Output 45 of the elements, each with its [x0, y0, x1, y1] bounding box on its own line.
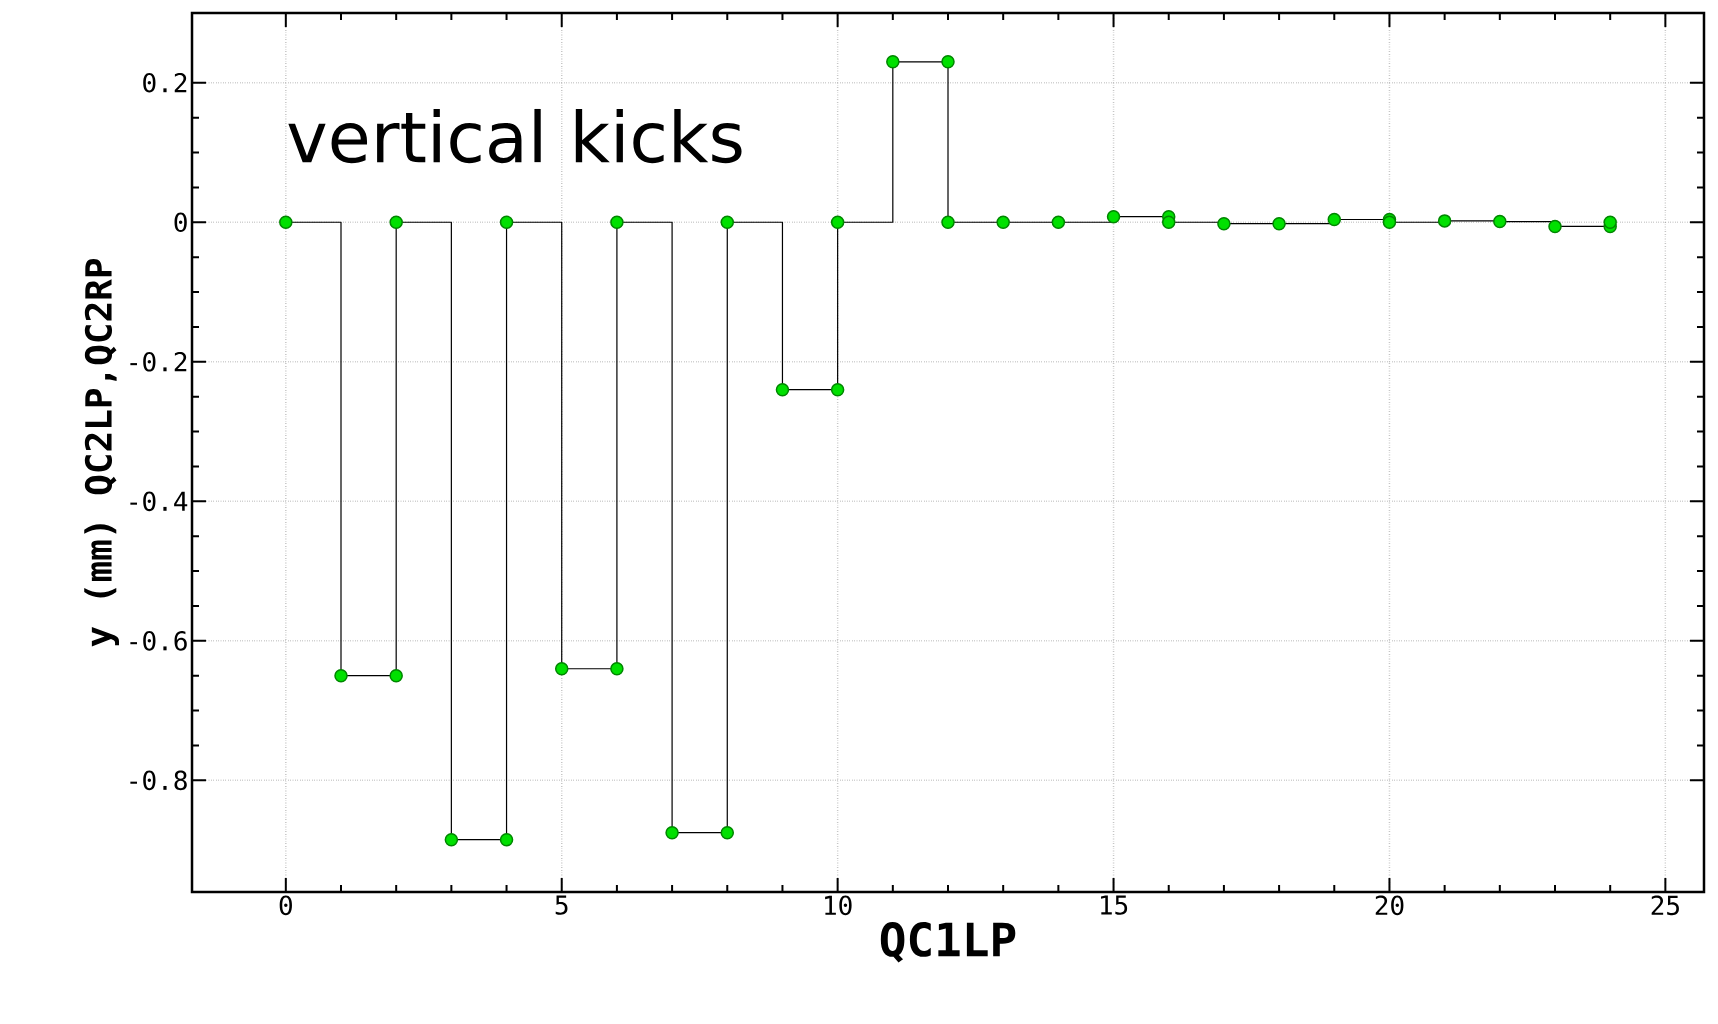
- y-tick-label: -0.4: [130, 491, 188, 512]
- point: [1106, 209, 1121, 224]
- point: [334, 668, 348, 683]
- point: [499, 215, 514, 230]
- point: [941, 55, 955, 69]
- annotation: vertical kicks: [288, 108, 742, 164]
- point: [830, 382, 845, 397]
- x-tick-label: 0: [279, 895, 292, 916]
- point: [554, 662, 569, 676]
- point: [886, 55, 900, 69]
- point: [720, 825, 735, 840]
- point: [720, 215, 735, 230]
- x-tick-label: 25: [1651, 895, 1679, 916]
- point: [279, 215, 293, 230]
- point: [1161, 215, 1176, 230]
- y-tick-label: 0: [174, 212, 187, 233]
- y-tick-label: -0.6: [130, 631, 187, 651]
- point: [1493, 214, 1507, 229]
- x-tick-label: 20: [1375, 895, 1404, 916]
- point: [389, 215, 403, 230]
- point: [1603, 215, 1617, 230]
- x-tick-label: 15: [1101, 895, 1128, 915]
- point: [1272, 216, 1286, 231]
- point: [775, 382, 790, 397]
- y-tick-label: -0.2: [130, 351, 187, 372]
- x-axis-title: QC1LP: [880, 922, 1016, 963]
- point: [1051, 215, 1066, 230]
- point: [996, 215, 1010, 230]
- point: [499, 832, 514, 847]
- y-tick-label: -0.8: [130, 770, 187, 791]
- point: [830, 215, 845, 230]
- point: [1437, 214, 1452, 228]
- point: [1548, 219, 1562, 234]
- point: [389, 668, 403, 683]
- point: [444, 832, 459, 847]
- x-tick-label: 5: [555, 895, 568, 915]
- x-tick-label: 10: [825, 895, 852, 916]
- point: [610, 662, 624, 676]
- y-axis-title: y (mm) QC2LP,QC2RP: [84, 258, 119, 647]
- y-tick-label: 0.2: [143, 72, 187, 93]
- point: [665, 825, 679, 840]
- point: [1327, 212, 1342, 227]
- point: [610, 215, 624, 230]
- point: [1217, 216, 1231, 231]
- point: [941, 215, 955, 230]
